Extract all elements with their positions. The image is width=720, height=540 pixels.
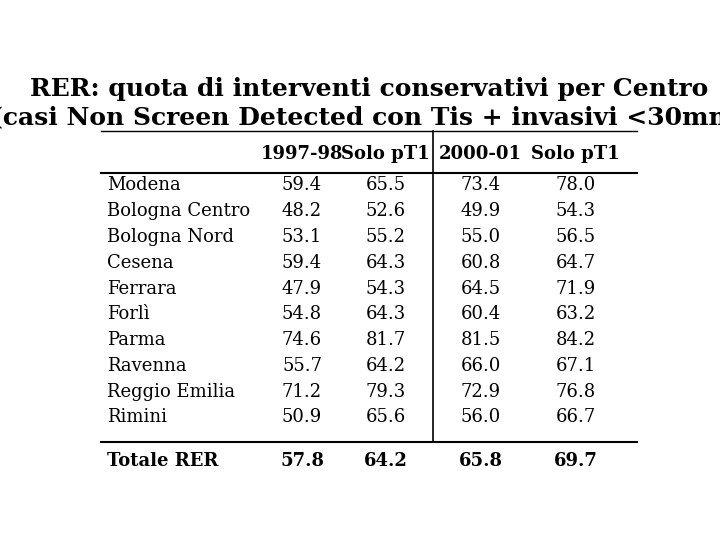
Text: Solo pT1: Solo pT1 bbox=[531, 145, 620, 163]
Text: 74.6: 74.6 bbox=[282, 331, 322, 349]
Text: 55.0: 55.0 bbox=[461, 228, 500, 246]
Text: 49.9: 49.9 bbox=[461, 202, 500, 220]
Text: 84.2: 84.2 bbox=[555, 331, 595, 349]
Text: 53.1: 53.1 bbox=[282, 228, 322, 246]
Text: 57.8: 57.8 bbox=[280, 452, 324, 470]
Text: Modena: Modena bbox=[107, 177, 181, 194]
Text: 79.3: 79.3 bbox=[366, 383, 406, 401]
Text: 50.9: 50.9 bbox=[282, 408, 322, 427]
Text: 1997-98: 1997-98 bbox=[261, 145, 343, 163]
Text: 56.5: 56.5 bbox=[555, 228, 595, 246]
Text: 54.3: 54.3 bbox=[555, 202, 595, 220]
Text: 52.6: 52.6 bbox=[366, 202, 406, 220]
Text: 64.2: 64.2 bbox=[366, 357, 406, 375]
Text: Ferrara: Ferrara bbox=[107, 280, 176, 298]
Text: 69.7: 69.7 bbox=[554, 452, 598, 470]
Text: 60.4: 60.4 bbox=[461, 305, 500, 323]
Text: 47.9: 47.9 bbox=[282, 280, 322, 298]
Text: 64.3: 64.3 bbox=[366, 254, 406, 272]
Text: Rimini: Rimini bbox=[107, 408, 167, 427]
Text: 59.4: 59.4 bbox=[282, 254, 322, 272]
Text: 76.8: 76.8 bbox=[555, 383, 595, 401]
Text: Bologna Nord: Bologna Nord bbox=[107, 228, 234, 246]
Text: 81.5: 81.5 bbox=[461, 331, 500, 349]
Text: 73.4: 73.4 bbox=[461, 177, 500, 194]
Text: RER: quota di interventi conservativi per Centro
(casi Non Screen Detected con T: RER: quota di interventi conservativi pe… bbox=[0, 77, 720, 129]
Text: 66.7: 66.7 bbox=[555, 408, 595, 427]
Text: Ravenna: Ravenna bbox=[107, 357, 186, 375]
Text: 55.7: 55.7 bbox=[282, 357, 322, 375]
Text: 64.5: 64.5 bbox=[461, 280, 500, 298]
Text: 55.2: 55.2 bbox=[366, 228, 406, 246]
Text: Reggio Emilia: Reggio Emilia bbox=[107, 383, 235, 401]
Text: 56.0: 56.0 bbox=[461, 408, 500, 427]
Text: 72.9: 72.9 bbox=[461, 383, 500, 401]
Text: Totale RER: Totale RER bbox=[107, 452, 218, 470]
Text: 67.1: 67.1 bbox=[555, 357, 595, 375]
Text: 65.6: 65.6 bbox=[366, 408, 406, 427]
Text: Parma: Parma bbox=[107, 331, 166, 349]
Text: 65.5: 65.5 bbox=[366, 177, 406, 194]
Text: Solo pT1: Solo pT1 bbox=[341, 145, 430, 163]
Text: 64.7: 64.7 bbox=[555, 254, 595, 272]
Text: 81.7: 81.7 bbox=[366, 331, 406, 349]
Text: 48.2: 48.2 bbox=[282, 202, 322, 220]
Text: 71.9: 71.9 bbox=[555, 280, 595, 298]
Text: 60.8: 60.8 bbox=[460, 254, 501, 272]
Text: 64.3: 64.3 bbox=[366, 305, 406, 323]
Text: 66.0: 66.0 bbox=[460, 357, 501, 375]
Text: Cesena: Cesena bbox=[107, 254, 174, 272]
Text: 54.3: 54.3 bbox=[366, 280, 406, 298]
Text: 54.8: 54.8 bbox=[282, 305, 322, 323]
Text: Bologna Centro: Bologna Centro bbox=[107, 202, 250, 220]
Text: 65.8: 65.8 bbox=[459, 452, 503, 470]
Text: 2000-01: 2000-01 bbox=[439, 145, 522, 163]
Text: 63.2: 63.2 bbox=[555, 305, 595, 323]
Text: Forlì: Forlì bbox=[107, 305, 149, 323]
Text: 78.0: 78.0 bbox=[555, 177, 595, 194]
Text: 59.4: 59.4 bbox=[282, 177, 322, 194]
Text: 71.2: 71.2 bbox=[282, 383, 322, 401]
Text: 64.2: 64.2 bbox=[364, 452, 408, 470]
